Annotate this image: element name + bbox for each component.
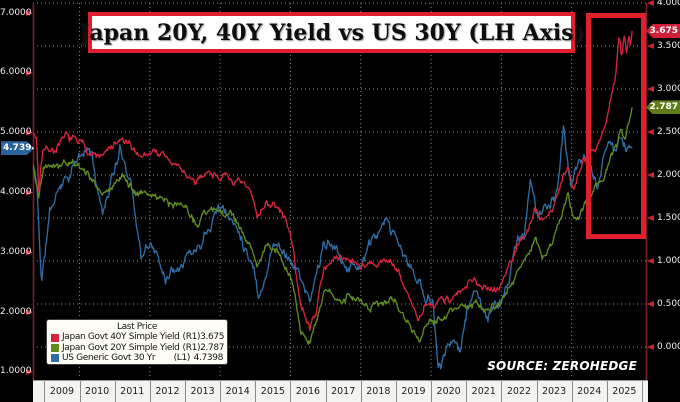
right-axis-label: 0.000 [657,341,680,352]
series-line-japan-govt-40y-simple-yield [33,30,633,332]
price-badge-right: 3.675 [646,23,680,38]
x-axis-separator [220,381,222,402]
x-axis-separator [395,381,397,402]
right-axis-tick [647,172,654,178]
price-badge-left: 4.7398 [1,141,38,156]
left-axis-tick [26,189,33,196]
right-axis-label: 1.500 [657,212,680,223]
left-axis-label: 3.0000 [0,246,32,257]
x-axis-separator [571,381,573,402]
legend-series-label: Japan Govt 40Y Simple Yield [62,332,180,343]
left-axis-tick [26,368,33,375]
right-axis-tick [647,86,654,92]
right-axis-tick [647,43,654,49]
legend-swatch [51,344,59,353]
x-axis-year-label: 2015 [260,386,285,397]
right-axis-label: 2.000 [657,169,680,180]
x-axis-year-label: 2024 [577,386,602,397]
highlight-rectangle [586,13,646,239]
right-axis-label: 3.000 [657,83,680,94]
x-axis-separator [641,381,643,402]
price-badge-right: 2.787 [646,100,680,115]
legend-swatch [51,333,59,342]
x-axis-year-label: 2025 [612,386,637,397]
chart-title: Japan 20Y, 40Y Yield vs US 30Y (LH Axis) [79,12,584,53]
left-axis-tick [26,69,33,76]
x-axis-year-label: 2014 [225,386,250,397]
right-axis-tick [647,215,654,221]
right-axis-tick [647,301,654,307]
right-axis-tick [647,344,654,350]
right-axis-label: 0.500 [657,298,680,309]
legend-row: Japan Govt 40Y Simple Yield (R1) 3.675 [51,332,225,343]
x-axis-year-label: 2009 [49,386,75,397]
legend-row: US Generic Govt 30 Yr (L1) 4.7398 [51,353,223,363]
right-axis-label: 2.500 [657,126,680,137]
x-axis-year-label: 2011 [120,386,145,397]
x-axis-strip: 2009 2010 2011 2012 2013 2014 2015 2016 2017 2018… [33,380,648,402]
legend-swatch [51,354,59,363]
legend-axis-tag: (R1) [182,342,201,353]
x-axis-year-label: 2023 [541,386,567,397]
x-axis-separator [44,381,46,402]
source-credit: SOURCE: ZEROHEDGE [487,359,637,373]
x-axis-separator [325,381,327,402]
x-axis-year-label: 2016 [295,386,321,397]
right-axis-label: 4.000 [657,0,680,8]
left-axis-label: 5.0000 [0,127,32,138]
series-line-japan-govt-20y-simple-yield [33,107,633,345]
right-axis-tick [647,258,654,264]
x-axis-separator [431,381,433,402]
legend-rows: Japan Govt 40Y Simple Yield (R1) 3.675 Japa… [51,332,225,363]
left-axis-label: 6.0000 [0,67,32,78]
x-axis-separator [255,381,257,402]
x-axis-year-label: 2013 [190,386,215,397]
x-axis-year-label: 2012 [155,386,180,397]
x-axis-year-label: 2021 [471,386,496,397]
left-axis-tick [26,129,33,136]
x-axis-separator [290,381,292,402]
x-axis-separator [185,381,186,402]
x-axis-separator [79,381,81,402]
left-axis-label: 7.0000 [0,7,32,18]
x-axis-separator [466,381,468,402]
x-axis-separator [606,381,608,402]
legend-axis-tag: (R1) [182,332,201,343]
x-axis-year-label: 2018 [366,386,391,397]
x-axis-separator [149,381,151,402]
x-axis-separator [536,381,538,402]
left-axis-label: 4.0000 [0,186,32,197]
x-axis-separator [501,381,503,402]
x-axis-separator [360,381,362,402]
legend-series-label: US Generic Govt 30 Yr [62,353,156,364]
left-axis-tick [26,10,33,16]
legend-series-label: Japan Govt 20Y Simple Yield [62,342,180,353]
legend-axis-tag: (L1) [173,353,191,364]
right-axis-label: 3.500 [657,40,680,51]
series-line-us-generic-govt-30-yr [33,125,633,370]
x-axis-year-label: 2020 [436,386,461,397]
right-axis-tick [647,129,654,135]
x-axis-year-label: 2022 [506,386,532,397]
legend-last-price: 2.787 [200,342,225,353]
left-axis-label: 2.0000 [0,306,32,317]
left-axis-tick [26,309,33,316]
right-axis-tick [647,0,654,6]
left-axis-tick [26,249,33,256]
x-axis-year-label: 2017 [331,386,356,397]
legend-last-price: 3.675 [200,332,225,343]
legend-title: Last Price [116,322,158,332]
x-axis-year-label: 2010 [85,386,110,397]
left-axis-label: 1.0000 [0,366,32,377]
right-axis-label: 1.000 [657,255,680,266]
legend-last-price: 4.7398 [193,353,224,364]
legend-row: Japan Govt 20Y Simple Yield (R1) 2.787 [51,342,225,353]
legend-box: Last Price Japan Govt 40Y Simple Yield (R… [46,319,228,365]
x-axis-separator [114,381,116,402]
x-axis-year-label: 2019 [401,386,426,397]
